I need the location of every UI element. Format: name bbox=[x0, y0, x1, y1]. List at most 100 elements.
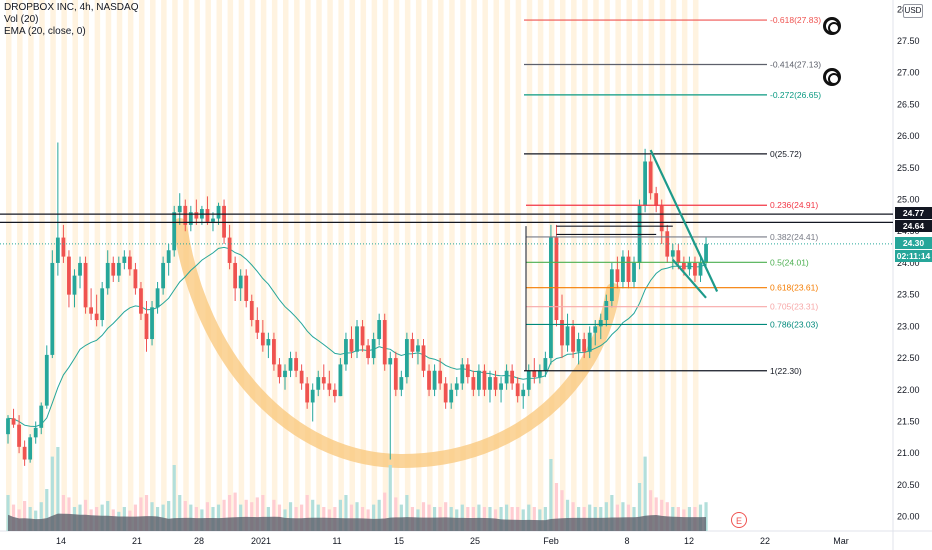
volume-bar bbox=[660, 499, 664, 531]
candle-body bbox=[227, 237, 232, 263]
price-tick-label: 27.50 bbox=[897, 36, 920, 46]
volume-indicator-label[interactable]: Vol (20) bbox=[4, 14, 39, 25]
volume-bar bbox=[604, 502, 608, 531]
volume-bar bbox=[377, 499, 381, 531]
candle-body bbox=[39, 405, 44, 428]
volume-bar bbox=[222, 499, 226, 531]
volume-bar bbox=[349, 504, 354, 531]
candle-series bbox=[6, 142, 708, 466]
candle-body bbox=[122, 256, 127, 263]
symbol-title[interactable]: DROPBOX INC, 4h, NASDAQ bbox=[4, 2, 139, 13]
fib-level-label: 0.5(24.01) bbox=[770, 257, 809, 267]
session-stripe bbox=[371, 0, 378, 531]
candle-body bbox=[222, 205, 226, 238]
candle-body bbox=[377, 320, 382, 340]
volume-bar bbox=[372, 504, 376, 531]
falling-wedge-upper bbox=[649, 149, 719, 292]
candle-body bbox=[283, 370, 287, 378]
session-stripe bbox=[615, 0, 621, 531]
volume-bar bbox=[189, 504, 193, 531]
candle-body bbox=[360, 326, 365, 346]
candle-body bbox=[133, 269, 138, 289]
price-badge-24-77: 24.77 bbox=[895, 207, 932, 219]
candle-body bbox=[449, 389, 454, 403]
candle-body bbox=[89, 307, 93, 314]
session-stripe bbox=[305, 0, 311, 531]
fib-level-label: 1(22.30) bbox=[770, 366, 802, 376]
candle-body bbox=[665, 231, 670, 257]
session-stripe bbox=[138, 0, 145, 531]
candle-body bbox=[327, 383, 332, 390]
volume-bar bbox=[549, 459, 553, 531]
candle-body bbox=[266, 339, 271, 346]
time-tick-label: 14 bbox=[56, 536, 66, 546]
candle-body bbox=[482, 370, 487, 390]
candle-body bbox=[565, 326, 570, 346]
volume-bar bbox=[565, 499, 570, 531]
volume-bar bbox=[50, 456, 54, 531]
candle-body bbox=[211, 218, 215, 222]
candle-body bbox=[543, 358, 548, 371]
session-stripe bbox=[150, 0, 156, 531]
candle-body bbox=[416, 345, 420, 352]
price-tick-label: 26.50 bbox=[897, 99, 920, 109]
candle-body bbox=[465, 364, 470, 378]
candle-body bbox=[670, 250, 675, 257]
currency-button[interactable]: USD bbox=[903, 4, 923, 18]
candle-body bbox=[643, 161, 647, 206]
session-stripe bbox=[637, 0, 644, 531]
volume-bar bbox=[704, 502, 708, 531]
fib-level-label: 0.705(23.31) bbox=[770, 302, 818, 312]
volume-bar bbox=[144, 495, 149, 531]
candle-body bbox=[332, 389, 337, 397]
volume-bar bbox=[167, 501, 171, 531]
candle-body bbox=[388, 358, 393, 365]
candle-body bbox=[698, 262, 703, 276]
session-stripe bbox=[404, 0, 411, 531]
candle-body bbox=[238, 275, 243, 289]
session-stripe bbox=[28, 0, 34, 531]
candle-body bbox=[17, 424, 21, 447]
time-tick-label: 28 bbox=[194, 536, 204, 546]
candle-body bbox=[454, 383, 459, 390]
candle-body bbox=[382, 320, 387, 365]
falling-wedge-lower bbox=[671, 259, 707, 299]
candle-body bbox=[615, 269, 620, 282]
earnings-marker-icon[interactable]: E bbox=[731, 512, 747, 528]
candle-body bbox=[44, 354, 49, 406]
candle-body bbox=[305, 383, 310, 403]
session-stripe bbox=[271, 0, 278, 531]
candle-body bbox=[100, 288, 105, 321]
session-stripe bbox=[316, 0, 322, 531]
candle-body bbox=[144, 313, 149, 340]
bar-countdown-badge: 02:11:14 bbox=[895, 250, 932, 262]
candle-body bbox=[399, 377, 404, 390]
candle-body bbox=[72, 275, 77, 295]
candle-body bbox=[172, 212, 177, 251]
horizontal-levels bbox=[0, 213, 893, 245]
candle-body bbox=[526, 370, 531, 390]
volume-bar bbox=[527, 504, 531, 531]
session-stripe bbox=[593, 0, 599, 531]
ema-indicator-label[interactable]: EMA (20, close, 0) bbox=[4, 26, 86, 37]
session-stripe bbox=[393, 0, 400, 531]
fib-level-label: 0(25.72) bbox=[770, 149, 802, 159]
candle-body bbox=[687, 262, 692, 270]
trend-lines bbox=[556, 149, 719, 299]
session-stripe bbox=[283, 0, 289, 531]
candle-body bbox=[654, 193, 659, 206]
candle-body bbox=[488, 377, 492, 390]
session-stripe bbox=[427, 0, 433, 531]
candle-body bbox=[205, 209, 210, 222]
session-stripe bbox=[360, 0, 367, 531]
volume-bar bbox=[610, 495, 614, 531]
volume-bar bbox=[388, 465, 392, 531]
candle-body bbox=[316, 377, 321, 390]
volume-bar bbox=[233, 492, 237, 531]
candle-body bbox=[55, 237, 60, 263]
candle-body bbox=[443, 383, 448, 403]
session-stripe bbox=[659, 0, 666, 531]
session-stripe bbox=[216, 0, 223, 531]
